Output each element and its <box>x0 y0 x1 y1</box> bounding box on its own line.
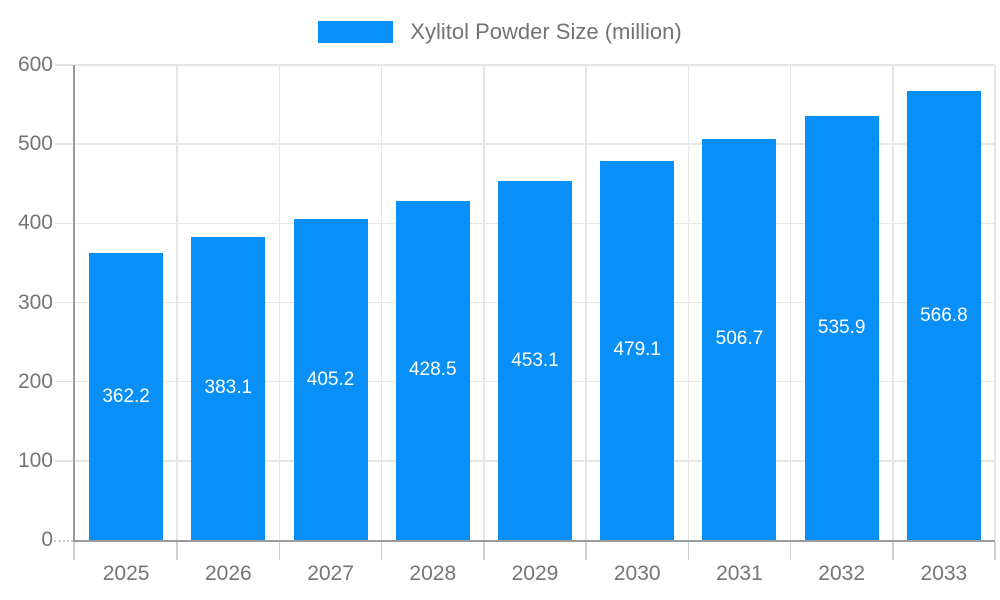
x-gridline <box>176 65 178 540</box>
bar-value-label: 428.5 <box>408 359 457 381</box>
y-gridline <box>75 64 995 66</box>
x-axis-label: 2033 <box>920 562 968 585</box>
y-tick <box>55 380 73 383</box>
y-axis-label: 200 <box>17 369 53 393</box>
y-tick <box>55 222 73 225</box>
bar-value-label: 453.1 <box>511 349 559 371</box>
x-gridline <box>687 65 690 540</box>
y-tick <box>55 64 73 66</box>
y-tick <box>55 460 73 462</box>
x-tick <box>585 542 587 560</box>
x-tick <box>994 542 996 560</box>
x-axis-label: 2030 <box>613 562 661 585</box>
x-gridline <box>789 65 792 540</box>
x-tick <box>483 542 485 560</box>
bar[interactable]: 535.9 <box>804 115 879 540</box>
bar[interactable]: 506.7 <box>702 138 777 540</box>
x-tick <box>892 542 894 560</box>
y-tick-zero <box>54 540 73 542</box>
bar[interactable]: 566.8 <box>906 91 981 540</box>
x-tick <box>687 542 690 560</box>
x-tick <box>73 542 75 560</box>
x-gridline <box>994 65 996 540</box>
bar[interactable]: 428.5 <box>395 200 470 540</box>
x-tick <box>176 542 178 560</box>
bar[interactable]: 362.2 <box>89 253 164 540</box>
bar[interactable]: 383.1 <box>191 236 266 540</box>
legend-label[interactable]: Xylitol Powder Size (million) <box>410 19 682 44</box>
x-axis-label: 2026 <box>204 562 252 585</box>
plot-area: 0 100 200 300 400 500 600 362.2 2025 383.1 2026 405… <box>18 53 996 585</box>
x-gridline <box>380 65 383 540</box>
x-axis-label: 2029 <box>511 562 559 585</box>
bar-value-label: 479.1 <box>613 339 661 361</box>
y-axis-label: 0 <box>41 528 53 551</box>
x-gridline <box>278 65 281 540</box>
y-axis-label: 400 <box>17 211 53 235</box>
bar-value-label: 383.1 <box>204 377 253 399</box>
y-tick <box>55 143 73 145</box>
x-axis-label: 2028 <box>409 562 457 585</box>
y-axis-label: 100 <box>17 448 53 472</box>
bar-value-label: 535.9 <box>817 316 866 338</box>
bar-value-label: 405.2 <box>306 368 355 390</box>
bar[interactable]: 479.1 <box>600 160 675 540</box>
x-tick <box>278 542 281 560</box>
y-axis-label: 500 <box>17 132 53 156</box>
bar-value-label: 566.8 <box>920 304 968 326</box>
y-tick <box>55 301 73 304</box>
bar-value-label: 362.2 <box>102 385 150 407</box>
y-axis-label: 600 <box>17 53 53 76</box>
x-tick <box>380 542 383 560</box>
x-axis-label: 2032 <box>818 562 866 585</box>
x-axis-label: 2027 <box>307 562 354 585</box>
legend[interactable]: Xylitol Powder Size (million) <box>0 19 1000 45</box>
bar-value-label: 506.7 <box>715 328 764 350</box>
bar[interactable]: 453.1 <box>498 181 572 540</box>
x-gridline <box>892 65 894 540</box>
x-gridline <box>585 65 587 540</box>
x-axis-label: 2031 <box>716 562 763 585</box>
bar[interactable]: 405.2 <box>293 219 368 540</box>
legend-swatch[interactable] <box>318 21 394 43</box>
x-gridline <box>483 65 485 540</box>
y-axis-label: 300 <box>17 290 53 314</box>
x-axis-label: 2025 <box>102 562 150 585</box>
x-tick <box>789 542 792 560</box>
